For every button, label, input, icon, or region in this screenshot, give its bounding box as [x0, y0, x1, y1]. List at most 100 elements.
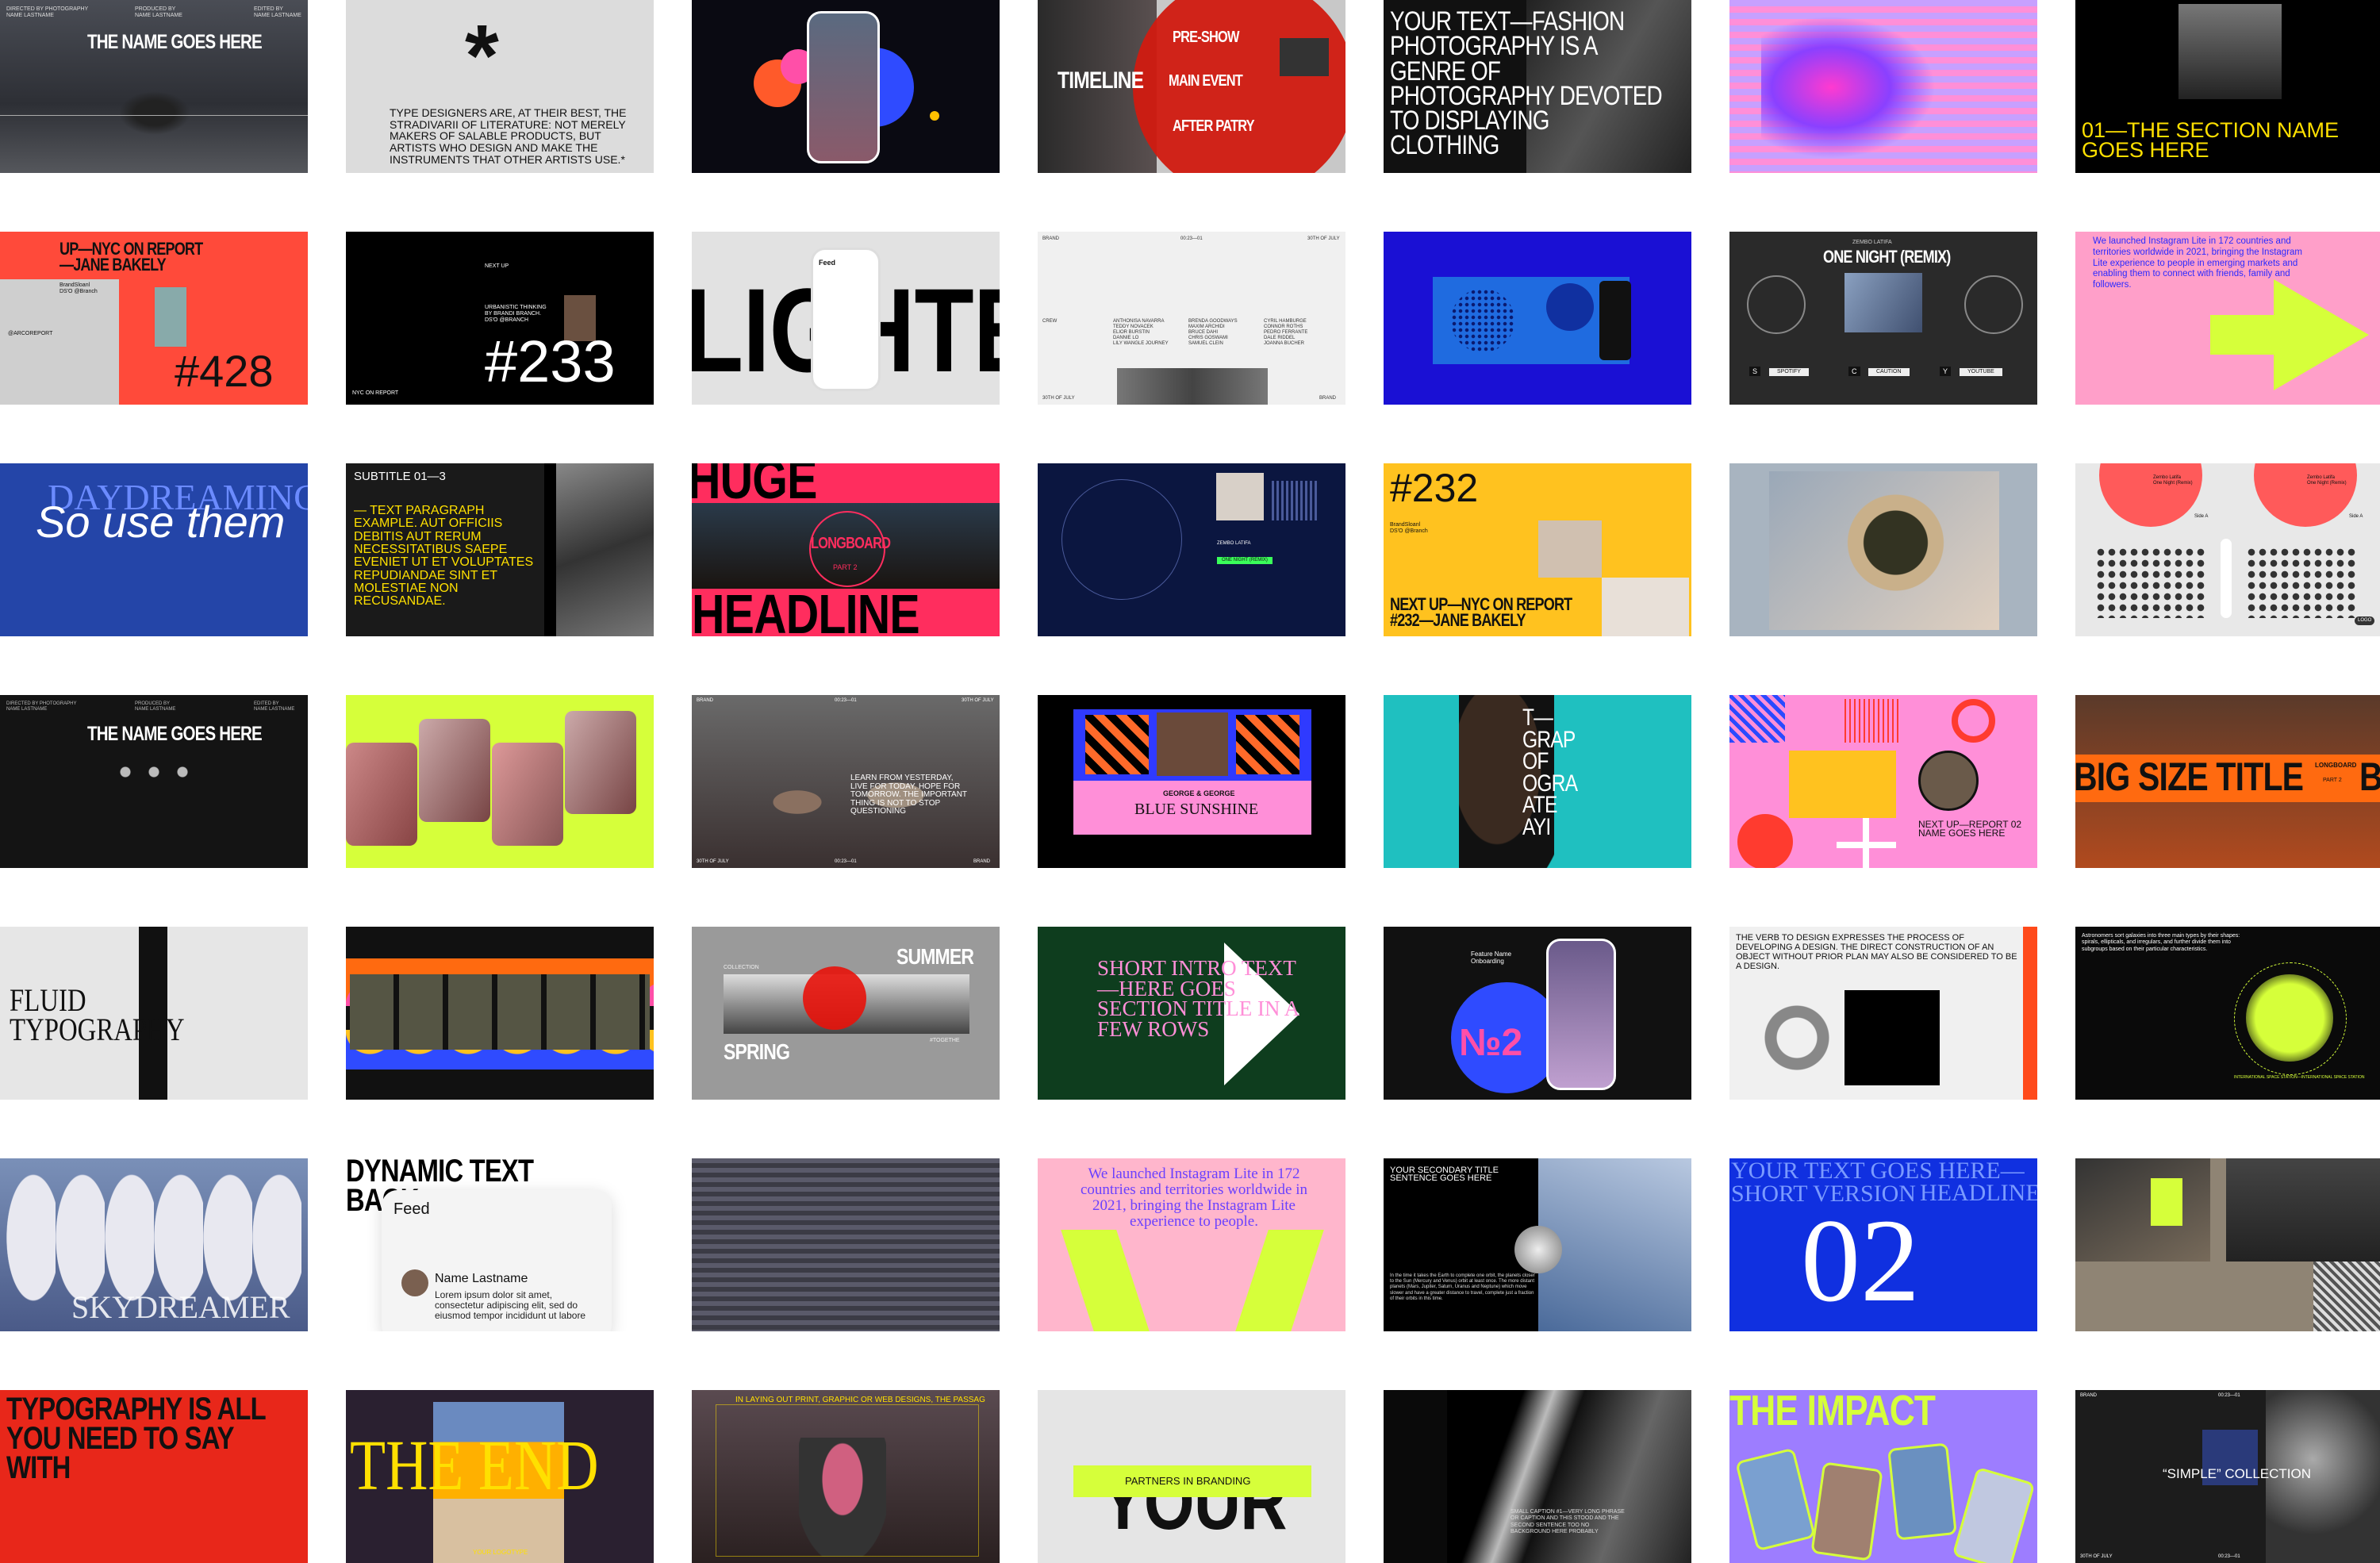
tile-r7c6[interactable]: THE IMPACT [1729, 1390, 2037, 1563]
caution-label: CAUTION [1868, 368, 1910, 377]
tile-title: THE NAME GOES HERE [87, 723, 263, 745]
design-quote: THE VERB TO DESIGN EXPRESSES THE PROCESS… [1736, 933, 2019, 972]
tile-r7c3[interactable]: IN LAYING OUT PRINT, GRAPHIC OR WEB DESI… [692, 1390, 1000, 1563]
reel-left [1747, 275, 1806, 334]
tile-r6c1[interactable]: SKYDREAMER [0, 1158, 308, 1331]
tile-r5c1[interactable]: FLUID TYPOGRAPHY [0, 927, 308, 1100]
tile-r6c7[interactable] [2075, 1158, 2380, 1331]
tile-r7c4[interactable]: YOUR PARTNERS IN BRANDING [1038, 1390, 1345, 1563]
issue-number: #232 [1390, 466, 1479, 510]
tile-r2c3[interactable]: LIGHTE Feed [692, 232, 1000, 405]
timecode-top: 00:23—01 [2218, 1393, 2240, 1398]
tile-r5c5[interactable]: Feature Name Onboarding №2 [1384, 927, 1691, 1100]
tile-r4c5[interactable]: T— GRAP OF OGRA ATE AYI [1384, 695, 1691, 868]
collection-label: COLLECTION [724, 965, 759, 970]
tile-r3c3[interactable]: HUGE HEAD HEADLINE LONGBOARD PART 2 [692, 463, 1000, 636]
tile-r7c2[interactable]: THE END YOUR LOGOTYPE [346, 1390, 654, 1563]
tile-r4c6[interactable]: NEXT UP—REPORT 02 NAME GOES HERE [1729, 695, 2037, 868]
tile-r5c4[interactable]: SHORT INTRO TEXT—HERE GOES SECTION TITLE… [1038, 927, 1345, 1100]
section-title: 01—THE SECTION NAME GOES HERE [2082, 118, 2345, 162]
tile-r5c2[interactable] [346, 927, 654, 1100]
tile-r4c4[interactable]: GEORGE & GEORGE BLUE SUNSHINE [1038, 695, 1345, 868]
tile-r5c3[interactable]: SUMMER SPRING COLLECTION #TOGETHE [692, 927, 1000, 1100]
main-event-label: MAIN EVENT [1169, 72, 1243, 90]
zigzag-right [1236, 715, 1299, 774]
tile-r5c7[interactable]: Astronomers sort galaxies into three mai… [2075, 927, 2380, 1100]
tile-r6c3[interactable] [692, 1158, 1000, 1331]
tile-r1c6[interactable] [1729, 0, 2037, 173]
timecode-top: 00:23—01 [835, 698, 857, 703]
tile-r7c7[interactable]: “SIMPLE” COLLECTION BRAND 00:23—01 30TH … [2075, 1390, 2380, 1563]
tile-r2c5[interactable] [1384, 232, 1691, 405]
tile-r7c1[interactable]: TYPOGRAPHY IS ALL YOU NEED TO SAY WITH [0, 1390, 308, 1563]
tile-r3c6[interactable] [1729, 463, 2037, 636]
tile-r3c4[interactable]: ZEMBO LATIFA ONE NIGHT (REMIX) [1038, 463, 1345, 636]
number-badge: №2 [1459, 1022, 1523, 1064]
tile-r1c1[interactable]: THE NAME GOES HERE DIRECTED BY PHOTOGRAP… [0, 0, 308, 173]
play-button[interactable]: ONE NIGHT (REMIX) [1217, 557, 1273, 564]
chrome-letters-photo [1844, 990, 1940, 1085]
tile-r6c2[interactable]: DYNAMIC TEXT BACK Feed Name Lastname Lor… [346, 1158, 654, 1331]
tile-r3c1[interactable]: DAYDREAMING So use them [0, 463, 308, 636]
short-version-text: YOUR TEXT GOES HERE—SHORT VERSION [1731, 1158, 2025, 1207]
tile-r4c7[interactable]: BIG SIZE TITLE BI LONGBOARD PART 2 [2075, 695, 2380, 868]
tile-r3c7[interactable]: Zembo Latifa One Night (Remix) Zembo Lat… [2075, 463, 2380, 636]
intro-text: SHORT INTRO TEXT—HERE GOES SECTION TITLE… [1097, 956, 1304, 1041]
tile-r1c7[interactable]: 01—THE SECTION NAME GOES HERE [2075, 0, 2380, 173]
longboard-label: LONGBOARD [811, 535, 891, 552]
tile-r4c1[interactable]: THE NAME GOES HERE DIRECTED BY PHOTOGRAP… [0, 695, 308, 868]
lime-arrow-bar [2210, 315, 2282, 355]
tile-r5c6[interactable]: THE VERB TO DESIGN EXPRESSES THE PROCESS… [1729, 927, 2037, 1100]
logotype-label: YOUR LOGOTYPE [473, 1549, 528, 1556]
group-photo [724, 719, 969, 858]
tile-r2c1[interactable]: UP—NYC ON REPORT —JANE BAKELY #428 Brand… [0, 232, 308, 405]
typography-headline: TYPOGRAPHY IS ALL YOU NEED TO SAY WITH [6, 1392, 271, 1485]
timecode-bottom: 00:23—01 [2218, 1554, 2240, 1559]
feed-avatar [401, 1269, 428, 1296]
tile-r2c4[interactable]: BRAND 00:23—01 30TH OF JULY CREW ANTHONI… [1038, 232, 1345, 405]
tile-r4c2[interactable] [346, 695, 654, 868]
laurel-icons [111, 762, 198, 782]
tile-r1c5[interactable]: YOUR TEXT—FASHION PHOTOGRAPHY IS A GENRE… [1384, 0, 1691, 173]
key-s: S [1749, 367, 1761, 377]
brand-label: BRAND [1042, 236, 1060, 241]
next-up-label: NEXT UP [485, 263, 509, 269]
part-label: PART 2 [833, 563, 858, 571]
tile-r2c2[interactable]: #233 NEXT UP URBANISTIC THINKING BY BRAN… [346, 232, 654, 405]
tile-r3c2[interactable]: SUBTITLE 01—3 — TEXT PARAGRAPH EXAMPLE. … [346, 463, 654, 636]
product-photo [2202, 1430, 2258, 1485]
tile-r6c5[interactable]: YOUR SECONDARY TITLE SENTENCE GOES HERE … [1384, 1158, 1691, 1331]
caption-text: SMALL CAPTION #1—VERY LONG PHRASE OR CAP… [1511, 1509, 1626, 1535]
tile-r3c5[interactable]: #232 BrandSloanl DS'O @Branch NEXT UP—NY… [1384, 463, 1691, 636]
lines-block [1844, 699, 1900, 743]
tile-r2c7[interactable]: We launched Instagram Lite in 172 countr… [2075, 232, 2380, 405]
date-label: 30TH OF JULY [1307, 236, 1340, 241]
tile-r6c4[interactable]: We launched Instagram Lite in 172 countr… [1038, 1158, 1345, 1331]
lime-banner [1073, 1465, 1311, 1497]
stripe-block [1729, 695, 1785, 743]
red-disc [1133, 0, 1345, 173]
feed-body: Lorem ipsum dolor sit amet, consectetur … [435, 1289, 586, 1322]
tile-r1c3[interactable] [692, 0, 1000, 173]
artist-label: ZEMBO LATIFA [1217, 541, 1251, 546]
subtitle: SUBTITLE 01—3 [354, 470, 446, 483]
next-up-title: NEXT UP—NYC ON REPORT #232—JANE BAKELY [1390, 594, 1572, 631]
credit-2: PRODUCED BY NAME LASTNAME [135, 6, 182, 19]
tile-r6c6[interactable]: YOUR TEXT GOES HERE—SHORT VERSION HEADLI… [1729, 1158, 2037, 1331]
crew-column-1: ANTHONISA NAVARRA TEDDY NOVACEK ELIOR BU… [1113, 319, 1169, 346]
feed-user-name: Name Lastname [435, 1272, 528, 1285]
tile-r7c5[interactable]: SMALL CAPTION #1—VERY LONG PHRASE OR CAP… [1384, 1390, 1691, 1563]
abstract-figure [1761, 16, 1936, 159]
summer-title: SUMMER [896, 944, 974, 969]
tile-r1c4[interactable]: TIMELINE PRE-SHOW MAIN EVENT AFTER PATRY [1038, 0, 1345, 173]
tile-r1c2[interactable]: * TYPE DESIGNERS ARE, AT THEIR BEST, THE… [346, 0, 654, 173]
collection-title: “SIMPLE” COLLECTION [2163, 1466, 2312, 1481]
kaleidoscope-photo [1769, 471, 1999, 630]
artist-label: GEORGE & GEORGE [1163, 789, 1235, 797]
youtube-label: YOUTUBE [1960, 368, 2002, 377]
tile-r2c6[interactable]: ZEMBO LATIFA ONE NIGHT (REMIX) S SPOTIFY… [1729, 232, 2037, 405]
crew-label: CREW [1042, 319, 1058, 324]
tile-r4c3[interactable]: LEARN FROM YESTERDAY, LIVE FOR TODAY, HO… [692, 695, 1000, 868]
interior-photo [2226, 1158, 2380, 1262]
